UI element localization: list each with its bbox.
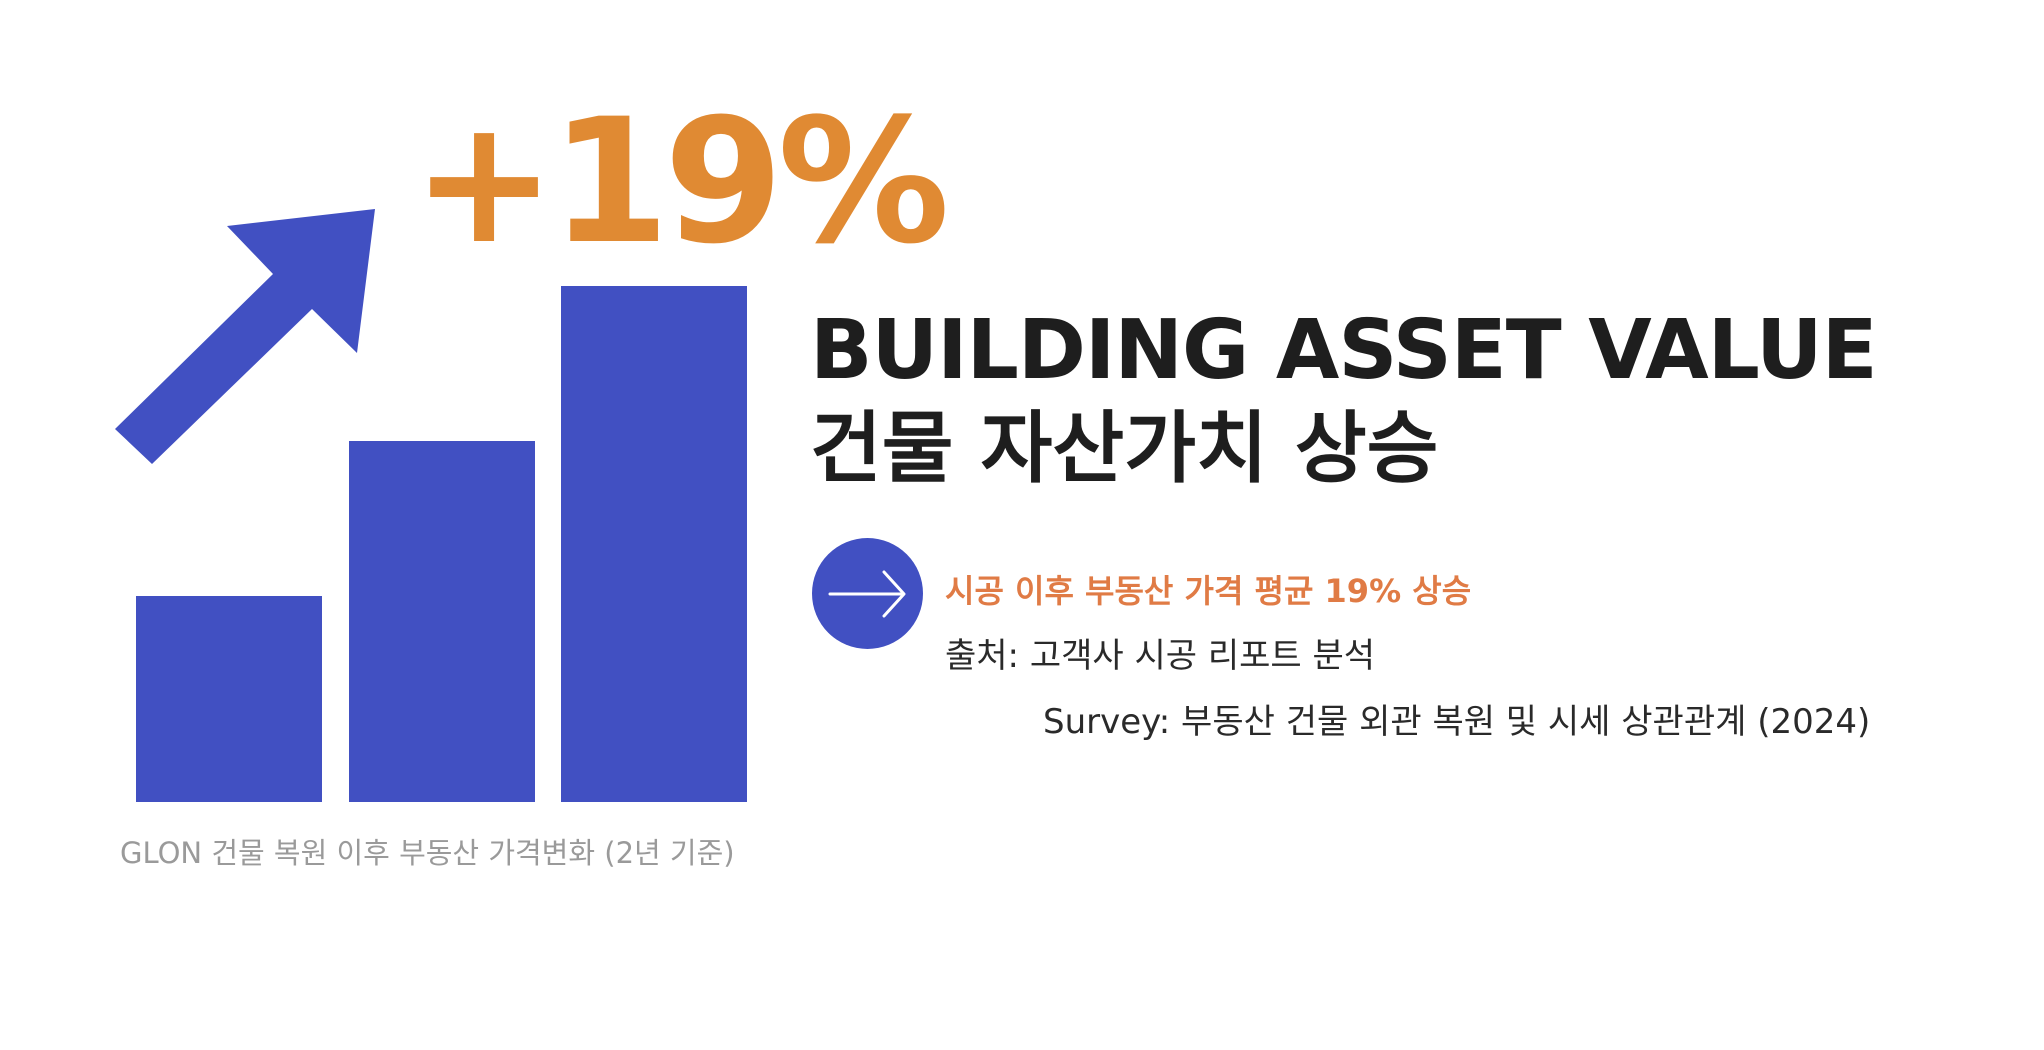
trend-up-arrow-icon	[115, 209, 375, 464]
headline-percentage: +19%	[412, 81, 950, 282]
chart-caption: GLON 건물 복원 이후 부동산 가격변화 (2년 기준)	[120, 836, 735, 870]
source-text: 출처: 고객사 시공 리포트 분석	[945, 636, 1376, 676]
bar-1	[136, 596, 322, 802]
arrow-right-circle-icon	[812, 538, 923, 649]
bar-3	[561, 286, 747, 802]
title-english: BUILDING ASSET VALUE	[810, 303, 1878, 398]
growth-graphic	[115, 209, 747, 802]
survey-text: Survey: 부동산 건물 외관 복원 및 시세 상관관계 (2024)	[1043, 702, 1871, 742]
title-korean: 건물 자산가치 상승	[810, 404, 1439, 494]
highlight-text: 시공 이후 부동산 가격 평균 19% 상승	[945, 572, 1472, 610]
bar-2	[349, 441, 535, 802]
